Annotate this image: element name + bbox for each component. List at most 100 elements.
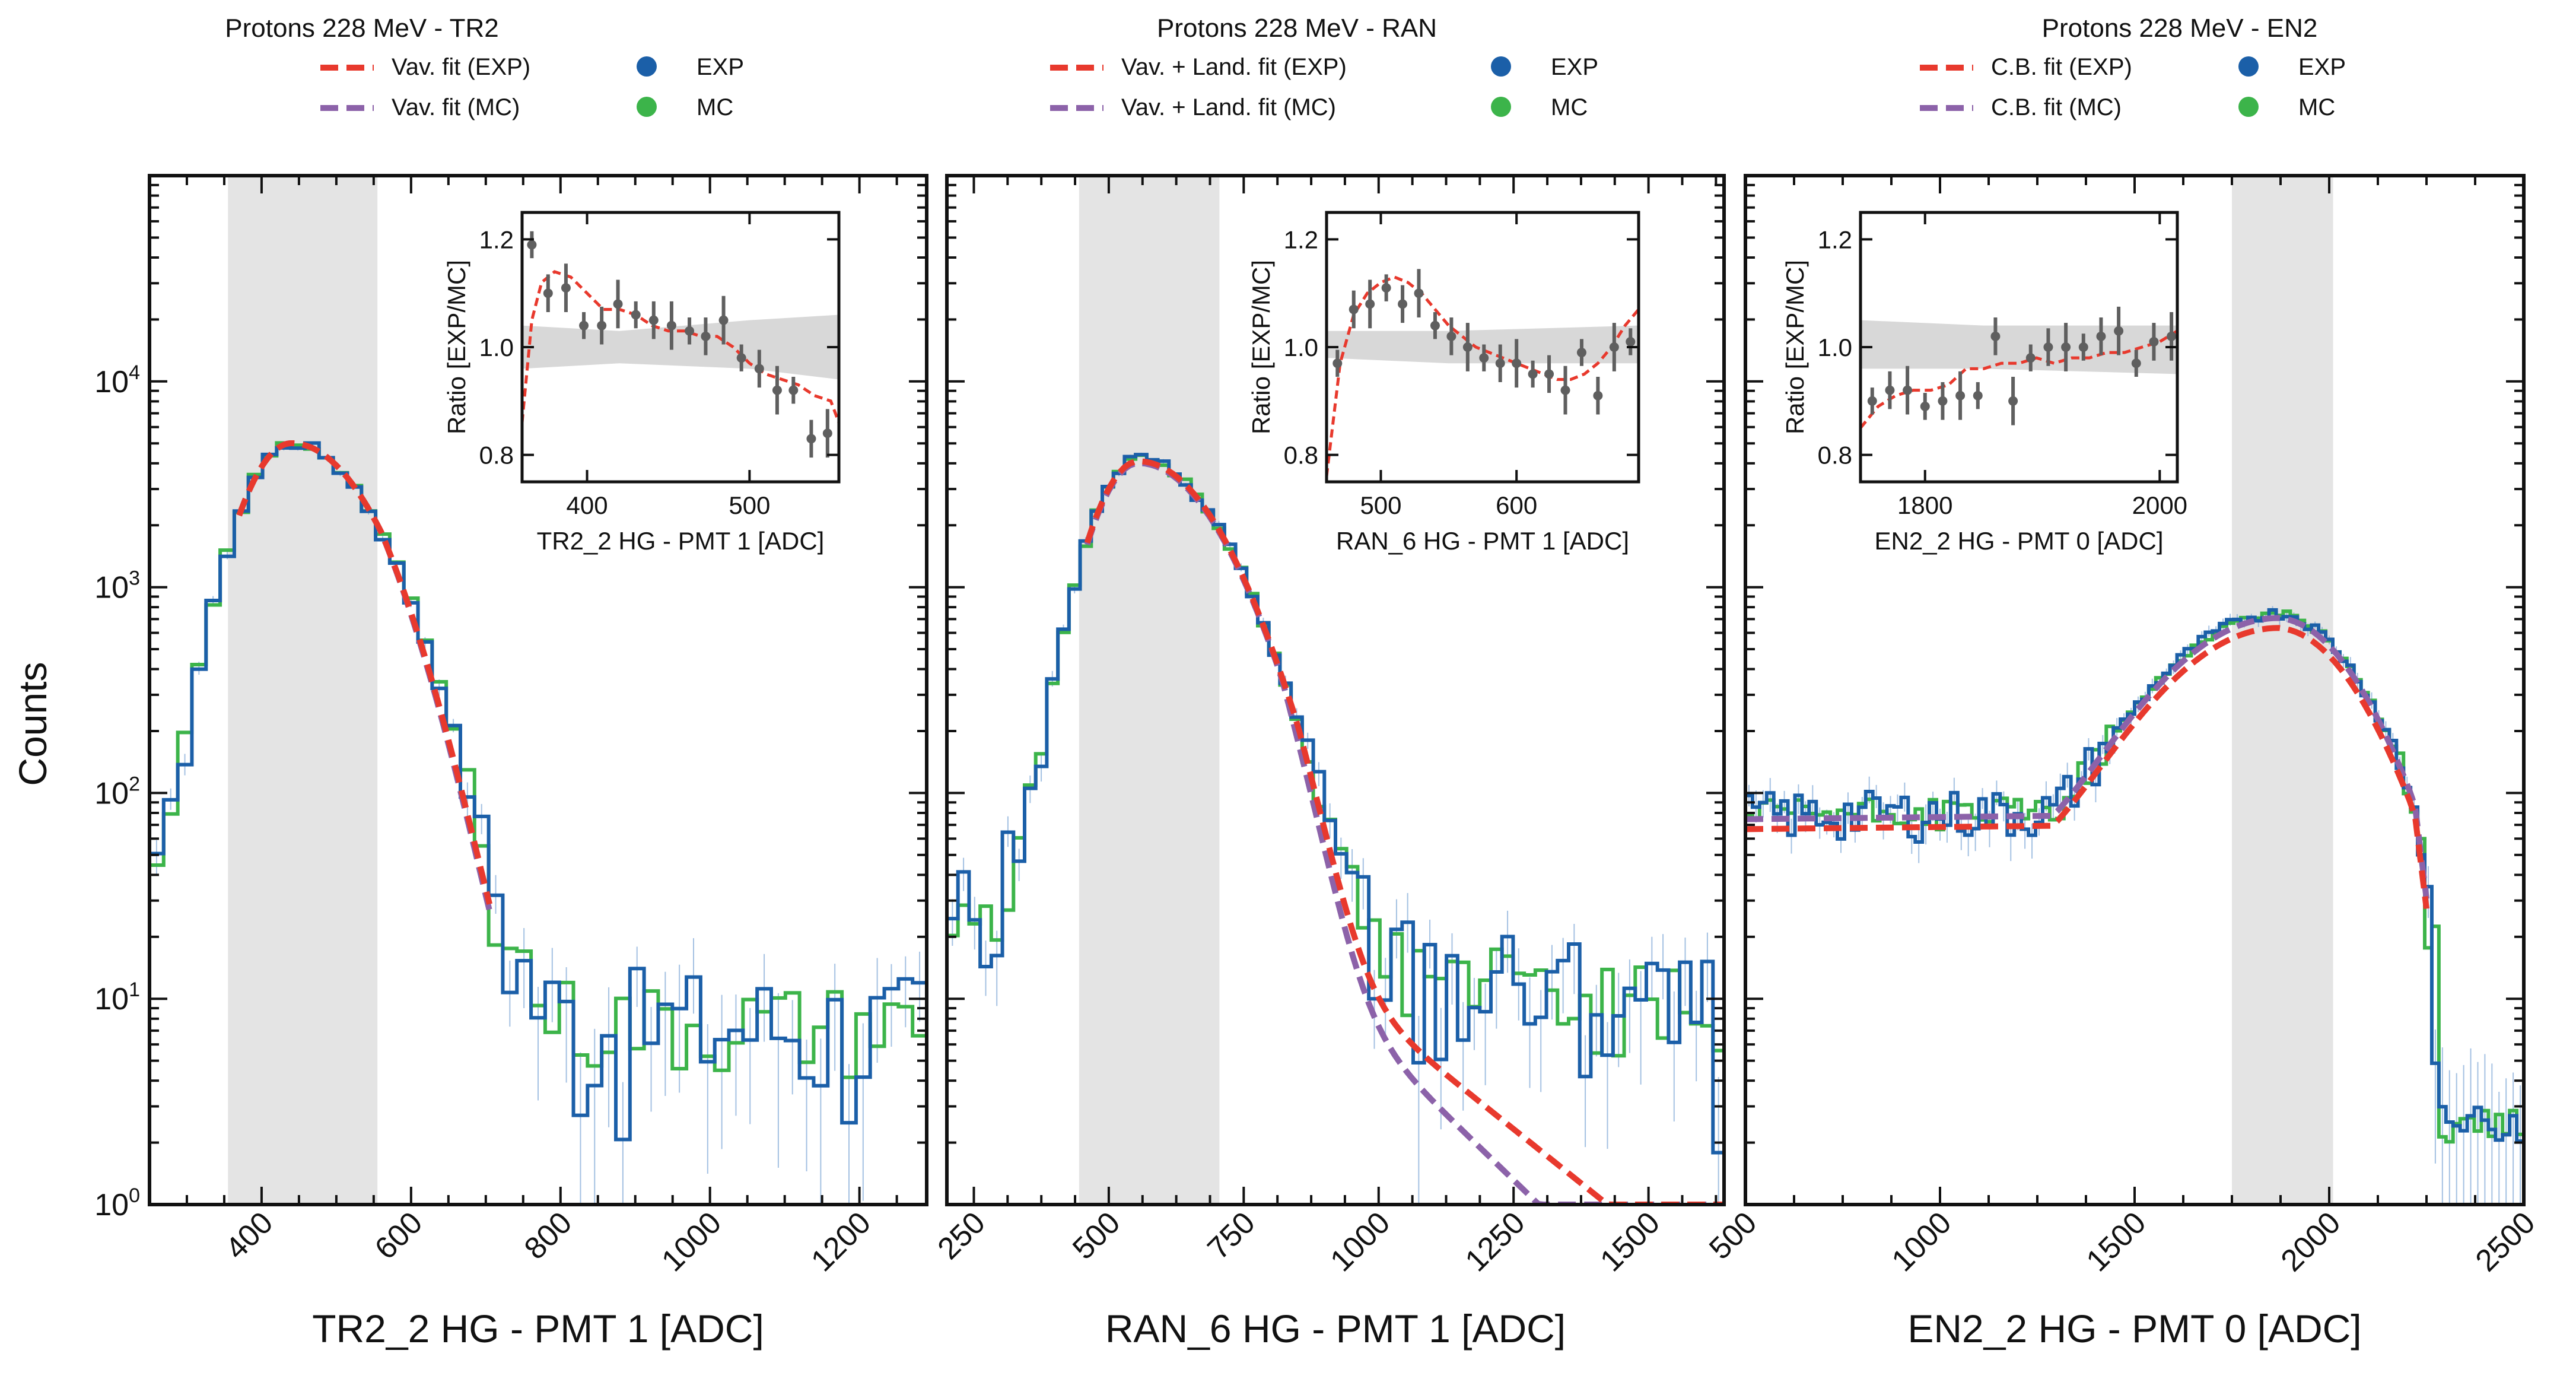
inset-ratio-point [1626,336,1636,347]
inset-ratio-point [1609,342,1619,352]
inset-x-axis-label: TR2_2 HG - PMT 1 [ADC] [537,527,825,555]
panel-en2: Protons 228 MeV - EN2 500 1000 1500 2000 250… [1703,14,2542,1351]
inset-ratio-point [2078,342,2088,352]
inset-x-tick-label: 2000 [2132,491,2187,519]
exp-histogram [947,453,1724,1155]
inset-ratio-point [1544,369,1554,379]
inset-ratio-point [1446,331,1456,341]
inset-ratio-point [1990,331,2001,341]
legend-label: C.B. fit (EXP) [1991,54,2132,80]
inset-ratio-point [2096,331,2106,341]
legend-label: MC [2298,94,2335,120]
y-tick-label: 103 [94,567,140,605]
inset-ratio-point [648,315,659,325]
x-tick-label: 600 [368,1205,429,1266]
inset-ratio-plot: 0.8 1.0 1.2 1800 2000 EN2_2 HG - PMT 0 [ADC] R… [1781,211,2187,555]
inset-ratio-point [1430,320,1440,331]
inset-fit-ratio [1861,329,2177,429]
x-tick-label: 1500 [2080,1205,2153,1278]
x-tick-label: 1250 [1459,1205,1532,1278]
panel-title: Protons 228 MeV - TR2 [225,14,498,43]
shaded-region [228,176,378,1205]
inset-ratio-point [579,320,589,331]
x-axis-label: EN2_2 HG - PMT 0 [ADC] [1907,1307,2361,1351]
x-tick-label: 1000 [655,1205,728,1278]
plot-frame [945,174,1726,1206]
exp-histogram [1745,608,2524,1143]
inset-ratio-point [2008,396,2018,406]
x-axis-label: TR2_2 HG - PMT 1 [ADC] [312,1307,764,1351]
legend-label: C.B. fit (MC) [1991,94,2122,120]
shaded-region [1079,176,1220,1205]
tick-base: 10 [94,1188,129,1222]
x-tick-label: 1500 [1594,1205,1667,1278]
legend-label: MC [697,94,733,120]
legend-exp-marker [2238,56,2259,77]
inset-ratio-point [1462,342,1473,352]
exp-fit-curve [1745,625,2429,909]
inset-ratio-point [772,385,782,395]
y-tick-label: 101 [94,978,140,1016]
panel-title: Protons 228 MeV - EN2 [2042,14,2318,43]
inset-plot-area [1327,269,1639,477]
x-tick-label: 500 [1066,1205,1127,1266]
x-tick-label: 750 [1201,1205,1261,1266]
legend-label: EXP [697,54,744,80]
legend-label: Vav. fit (MC) [392,94,520,120]
plot-area [150,440,927,1205]
inset-x-tick-label: 500 [1360,491,1401,519]
inset-y-tick-label: 0.8 [1818,441,1852,469]
legend-label: Vav. + Land. fit (MC) [1121,94,1336,120]
tick-exponent: 1 [129,978,140,1001]
mc-fit-curve [1745,615,2429,900]
legend-mc-marker [2238,97,2259,117]
x-tick-label: 1000 [1885,1205,1958,1278]
inset-ratio-point [1365,299,1375,309]
x-tick-label: 500 [1703,1205,1763,1266]
inset-ratio-point [597,320,607,331]
inset-y-axis-label: Ratio [EXP/MC] [443,260,470,434]
inset-ratio-plot: 0.8 1.0 1.2 500 600 RAN_6 HG - PMT 1 [ADC] Rat… [1247,211,1640,555]
legend-mc-marker [637,97,657,117]
inset-ratio-point [822,428,832,439]
inset-fit-ratio [1327,275,1639,477]
inset-ratio-point [1528,369,1538,379]
inset-ratio-point [2043,342,2053,352]
legend-label: EXP [2298,54,2346,80]
inset-ratio-point [1381,283,1391,293]
inset-y-axis-label: Ratio [EXP/MC] [1781,260,1809,434]
inset-ratio-point [543,288,553,298]
inset-ratio-point [701,331,711,341]
exp-fit-curve [1084,458,1724,1205]
panel-title: Protons 228 MeV - RAN [1157,14,1437,43]
inset-ratio-point [1955,390,1966,401]
inset-ratio-point [1576,348,1586,358]
inset-ratio-point [806,434,816,444]
inset-y-tick-label: 0.8 [479,441,514,469]
inset-ratio-point [2131,358,2141,368]
inset-ratio-point [1479,353,1489,363]
inset-x-tick-label: 600 [1496,491,1537,519]
legend-mc-marker [1491,97,1511,117]
legend-exp-marker [637,56,657,77]
inset-plot-area [1861,306,2177,429]
inset-ratio-point [1920,401,1930,411]
inset-x-tick-label: 400 [566,491,608,519]
tick-exponent: 0 [129,1184,140,1207]
tick-exponent: 2 [129,773,140,795]
inset-ratio-point [1973,390,1983,401]
inset-x-tick-label: 500 [729,491,770,519]
tick-exponent: 4 [129,361,140,384]
mc-histogram [150,441,927,1079]
inset-y-tick-label: 1.2 [1284,225,1318,253]
panel-ran: Protons 228 MeV - RAN 250 500 750 1000 1250 1… [931,14,1726,1351]
inset-y-axis-label: Ratio [EXP/MC] [1247,260,1275,434]
tick-base: 10 [94,365,129,399]
inset-ratio-point [1414,288,1424,298]
x-axis-label: RAN_6 HG - PMT 1 [ADC] [1105,1307,1566,1351]
inset-ratio-point [754,364,764,374]
inset-ratio-point [718,315,729,325]
legend-label: Vav. + Land. fit (EXP) [1121,54,1347,80]
legend-label: EXP [1551,54,1598,80]
inset-x-axis-label: EN2_2 HG - PMT 0 [ADC] [1874,527,2163,555]
